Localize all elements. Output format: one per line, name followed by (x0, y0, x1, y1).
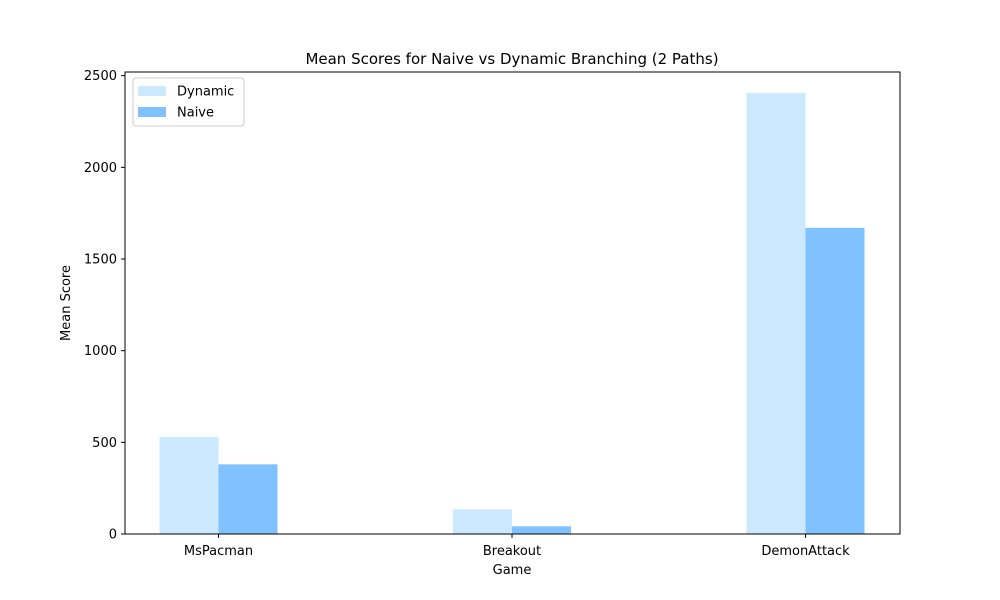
plot-frame (124, 71, 901, 535)
y-tick-label: 0 (109, 528, 117, 543)
legend-swatch-naive (138, 107, 166, 117)
y-tick-label: 1500 (84, 253, 117, 268)
y-tick-label: 2000 (84, 161, 117, 176)
bar-naive-mspacman (218, 464, 278, 534)
legend-swatch-dynamic (138, 86, 166, 96)
x-tick-label: MsPacman (184, 544, 253, 559)
ticks-layer: MsPacman Breakout DemonAttack 0 500 1000 1500 2… (84, 69, 850, 559)
bar-dynamic-breakout (453, 509, 512, 534)
legend-label-naive: Naive (177, 106, 214, 121)
bar-naive-breakout (512, 526, 571, 534)
bar-naive-demonattack (805, 227, 865, 535)
chart-title: Mean Scores for Naive vs Dynamic Branchi… (305, 50, 718, 68)
legend-label-dynamic: Dynamic (177, 85, 234, 100)
legend: Dynamic Naive (132, 77, 245, 127)
y-tick-label: 2500 (84, 69, 117, 84)
bars-layer (159, 93, 865, 535)
x-tick-label: Breakout (483, 544, 541, 559)
x-axis-label: Game (493, 563, 532, 578)
x-tick-label: DemonAttack (761, 544, 850, 559)
bar-dynamic-mspacman (159, 436, 219, 534)
y-tick-label: 1000 (84, 344, 117, 359)
bar-dynamic-demonattack (746, 93, 806, 534)
y-tick-label: 500 (92, 436, 117, 451)
y-axis-label: Mean Score (59, 265, 74, 341)
